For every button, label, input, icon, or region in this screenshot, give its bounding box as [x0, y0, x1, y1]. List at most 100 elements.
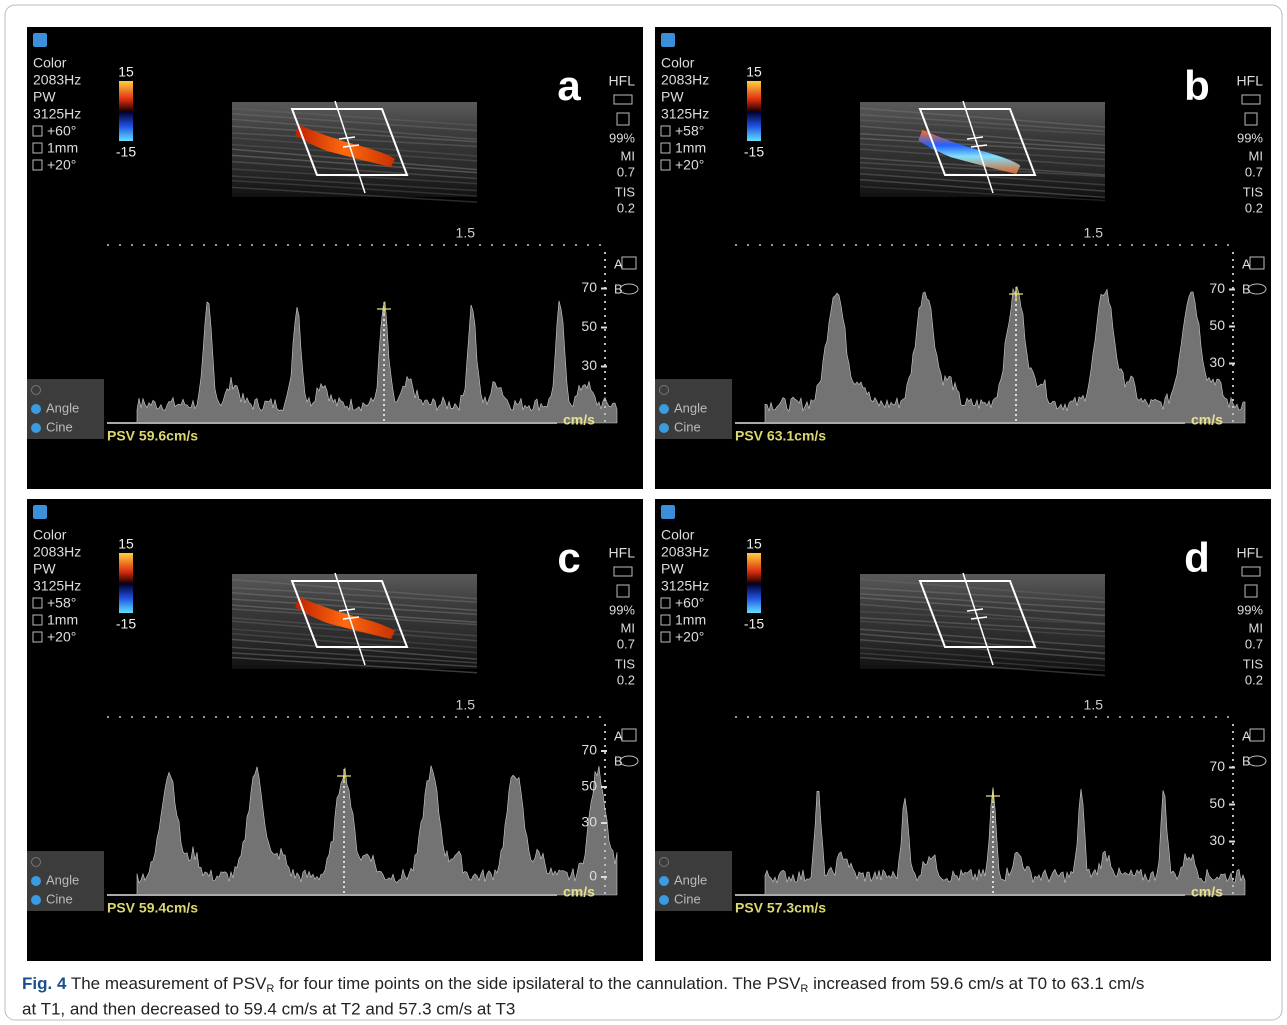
- image-letter: d: [1184, 534, 1210, 581]
- setting-text: 3125Hz: [33, 106, 81, 122]
- status-text: TIS: [1243, 184, 1264, 199]
- sample-gate: [338, 608, 360, 620]
- save-icon: [1244, 584, 1258, 598]
- tissue-texture: [859, 172, 1106, 192]
- logo-icon: [33, 33, 47, 47]
- control-dot: [31, 857, 41, 867]
- sample-line: [962, 100, 994, 194]
- setting-icon: [660, 125, 671, 137]
- setting-text: 2083Hz: [33, 544, 81, 560]
- control-label: Angle: [46, 872, 79, 887]
- side-label: B: [1242, 281, 1251, 296]
- tissue-texture: [231, 179, 478, 197]
- save-icon: [616, 584, 630, 598]
- sample-gate: [966, 136, 988, 148]
- color-scale-min: -15: [116, 144, 136, 160]
- control-label: Cine: [46, 891, 73, 906]
- printer-icon: [621, 256, 637, 270]
- status-text: MI: [1249, 620, 1263, 635]
- color-scale-max: 15: [118, 536, 134, 552]
- velocity-unit: cm/s: [1191, 412, 1223, 428]
- status-text: 0.7: [1245, 164, 1263, 179]
- tissue-texture: [859, 178, 1106, 199]
- control-label: Angle: [674, 400, 707, 415]
- doppler-spectrum: [136, 765, 618, 896]
- status-text: HFL: [1237, 73, 1264, 89]
- control-label: Cine: [674, 419, 701, 434]
- tissue-texture: [859, 603, 1106, 625]
- color-scale-min: -15: [116, 616, 136, 632]
- tissue-texture: [859, 113, 1106, 132]
- color-box: [290, 108, 409, 176]
- velocity-tick-label: 0: [589, 868, 597, 884]
- figure-frame: [4, 4, 1283, 1021]
- color-scale-max: 15: [118, 64, 134, 80]
- tissue-texture: [231, 591, 478, 612]
- color-scale-bar: [747, 553, 761, 613]
- setting-text: 1mm: [47, 612, 78, 628]
- setting-text: +60°: [47, 123, 76, 139]
- velocity-tick-label: 50: [1209, 795, 1225, 811]
- color-scale-min: -15: [744, 144, 764, 160]
- tissue-texture: [859, 587, 1106, 603]
- tissue-texture: [231, 186, 478, 203]
- control-dot: [31, 895, 41, 905]
- tissue-texture: [859, 133, 1106, 150]
- setting-icon: [660, 631, 671, 643]
- caption-label: Fig. 4: [22, 974, 67, 993]
- setting-text: Color: [661, 527, 695, 543]
- status-text: 0.2: [1245, 200, 1263, 215]
- status-text: 0.7: [1245, 636, 1263, 651]
- color-scale-max: 15: [746, 64, 762, 80]
- setting-text: +58°: [47, 595, 76, 611]
- tissue-texture: [859, 620, 1106, 637]
- sample-gate: [966, 608, 988, 620]
- battery-icon: [613, 566, 633, 577]
- logo-icon: [661, 505, 675, 519]
- tissue-texture: [231, 160, 478, 180]
- control-label: Cine: [46, 419, 73, 434]
- control-dot: [31, 404, 41, 414]
- tissue-texture: [859, 647, 1106, 667]
- velocity-tick-label: 70: [581, 742, 597, 758]
- sample-line: [334, 572, 366, 666]
- tissue-texture: [231, 118, 478, 141]
- setting-text: Color: [33, 527, 67, 543]
- setting-text: Color: [33, 55, 67, 71]
- status-text: MI: [621, 620, 635, 635]
- status-text: TIS: [1243, 656, 1264, 671]
- setting-icon: [660, 614, 671, 626]
- control-dot: [659, 385, 669, 395]
- measure-cursor: [1009, 287, 1023, 301]
- velocity-tick-label: 50: [581, 778, 597, 794]
- setting-text: 3125Hz: [661, 578, 709, 594]
- side-label: A: [1242, 256, 1251, 271]
- dvd-icon: [1247, 283, 1267, 295]
- tissue-texture: [859, 185, 1106, 202]
- tissue-texture: [859, 592, 1106, 610]
- setting-icon: [32, 614, 43, 626]
- setting-text: PW: [661, 561, 684, 577]
- velocity-tick-label: 70: [581, 279, 597, 295]
- tissue-texture: [231, 578, 478, 600]
- control-dot: [31, 423, 41, 433]
- tissue-texture: [231, 598, 478, 616]
- tissue-texture: [859, 578, 1106, 599]
- tissue-texture: [231, 168, 478, 185]
- status-text: 99%: [1237, 602, 1263, 617]
- status-text: 0.2: [617, 200, 635, 215]
- setting-icon: [32, 631, 43, 643]
- color-scale-max: 15: [746, 536, 762, 552]
- measure-cursor: [986, 789, 1000, 803]
- status-text: 0.2: [617, 672, 635, 687]
- status-text: MI: [1249, 148, 1263, 163]
- setting-text: Color: [661, 55, 695, 71]
- printer-icon: [1249, 728, 1265, 742]
- tissue-texture: [859, 628, 1106, 648]
- tissue-texture: [231, 586, 478, 603]
- setting-text: 2083Hz: [661, 72, 709, 88]
- color-scale-bar: [119, 81, 133, 141]
- depth-label: 1.5: [456, 225, 476, 241]
- tissue-texture: [859, 107, 1106, 128]
